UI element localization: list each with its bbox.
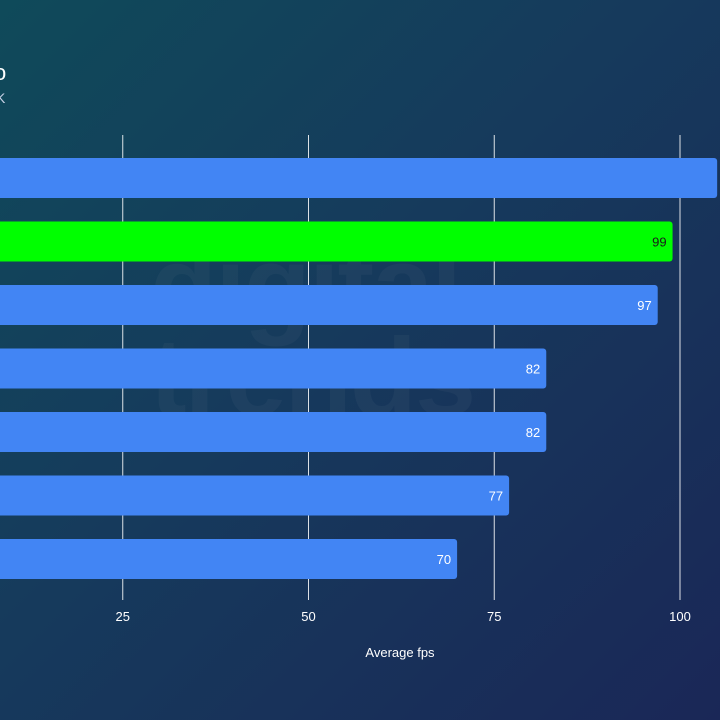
bar	[0, 285, 658, 325]
chart-title-fragment: o	[0, 60, 7, 85]
x-tick-label: 50	[301, 609, 315, 624]
x-tick-label: 75	[487, 609, 501, 624]
bar	[0, 158, 718, 198]
bar-value-label: 77	[489, 489, 503, 504]
bar	[0, 539, 458, 579]
x-tick-label: 100	[669, 609, 691, 624]
bar	[0, 412, 547, 452]
bar	[0, 475, 510, 516]
bar-value-label: 82	[526, 425, 540, 440]
x-tick-label: 25	[116, 609, 130, 624]
x-tick-labels: 25 50 75 100	[116, 609, 691, 624]
bar-value-label: 99	[652, 235, 666, 250]
bar-value-label: 82	[526, 362, 540, 377]
bar	[0, 348, 547, 389]
x-axis-label: Average fps	[365, 645, 435, 660]
bar-highlighted	[0, 221, 673, 262]
chart-subtitle-fragment: K	[0, 90, 6, 106]
bar-value-label: 97	[637, 298, 651, 313]
bar-value-label: 70	[437, 552, 451, 567]
bars: 99 97 82 82 77 70	[0, 158, 718, 579]
